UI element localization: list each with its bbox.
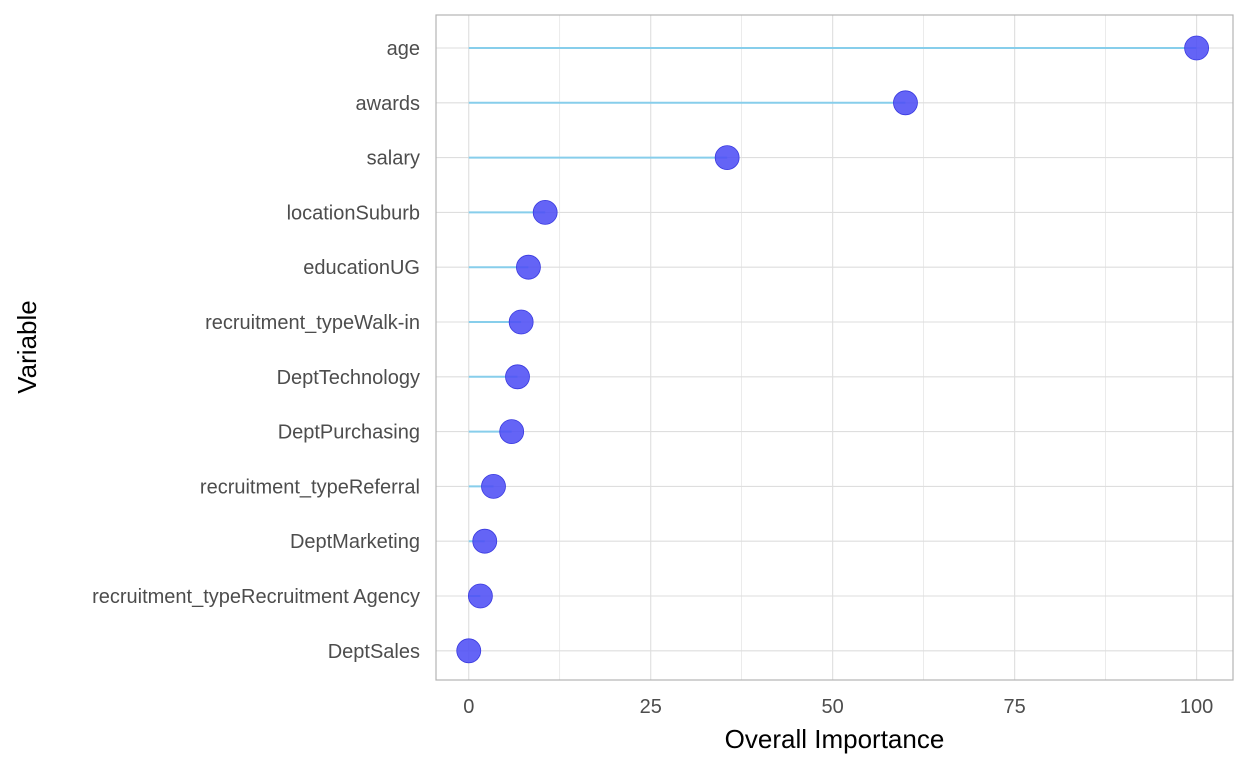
plot-border — [435, 14, 1234, 681]
y-tick-label: awards — [356, 93, 420, 115]
y-tick-label: educationUG — [303, 257, 420, 279]
y-tick-label: salary — [367, 148, 420, 170]
x-tick-label: 25 — [640, 696, 662, 718]
y-tick-label: DeptPurchasing — [278, 422, 420, 444]
y-tick-label: locationSuburb — [287, 202, 420, 224]
lollipop-point — [481, 473, 506, 499]
x-tick-label: 50 — [822, 696, 844, 718]
lollipop-point — [893, 90, 918, 116]
lollipop-point — [508, 309, 534, 335]
lollipop-point — [1184, 35, 1210, 61]
lollipop-point — [532, 199, 558, 225]
y-tick-labels: age awards salary locationSuburb educationUG… — [92, 38, 420, 663]
lollipop-point — [505, 364, 530, 390]
y-tick-label: DeptMarketing — [290, 531, 420, 553]
y-axis-title: Variable — [12, 300, 42, 393]
lollipop-point — [516, 254, 541, 280]
y-tick-label: recruitment_typeWalk-in — [205, 312, 420, 334]
x-tick-label: 0 — [463, 696, 474, 718]
point-layer — [456, 35, 1210, 664]
lollipop-point — [467, 583, 493, 609]
plot-background — [436, 15, 1233, 680]
y-tick-label: recruitment_typeRecruitment Agency — [92, 586, 420, 608]
y-tick-label: age — [387, 38, 420, 60]
y-tick-label: DeptTechnology — [277, 367, 420, 389]
lollipop-point — [456, 638, 482, 664]
lollipop-point — [499, 419, 525, 445]
y-tick-label: recruitment_typeReferral — [200, 476, 420, 498]
x-tick-label: 75 — [1004, 696, 1026, 718]
x-tick-label: 100 — [1180, 696, 1213, 718]
lollipop-point — [714, 145, 740, 171]
x-tick-labels: 0 25 50 75 100 — [463, 696, 1213, 718]
y-tick-label: DeptSales — [328, 641, 420, 663]
lollipop-point — [472, 528, 498, 554]
x-axis-title: Overall Importance — [725, 724, 945, 754]
